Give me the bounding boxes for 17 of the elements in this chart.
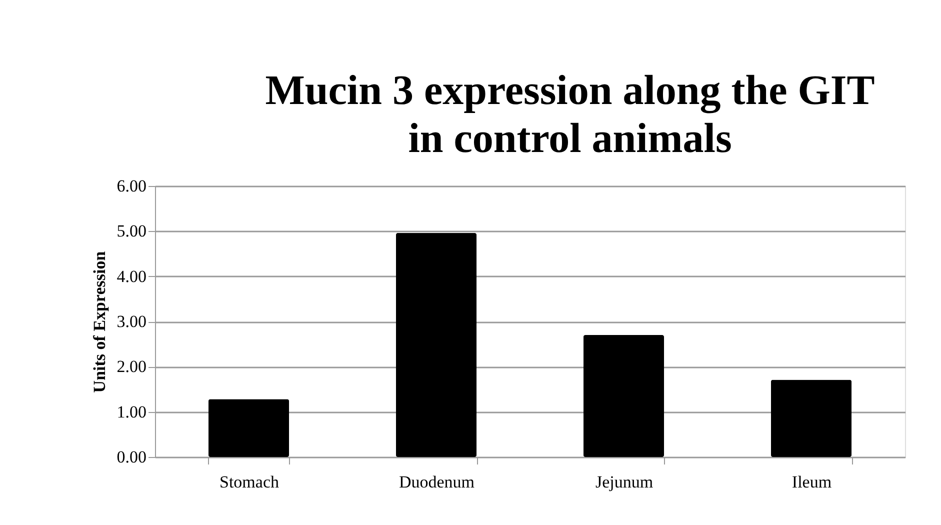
chart-title: Mucin 3 expression along the GIT in control animals	[265, 68, 875, 162]
y-axis-title: Units of Expression	[90, 250, 109, 393]
bar	[770, 380, 852, 457]
y-tick-label: 5.00	[116, 222, 146, 241]
bar	[396, 232, 477, 457]
y-tick-label: 1.00	[116, 402, 146, 422]
x-tick-label: Duodenum	[398, 472, 475, 492]
y-tick-label: 0.00	[116, 448, 146, 466]
y-tick-label: 3.00	[116, 312, 146, 331]
bar	[583, 335, 664, 457]
x-tick-label: Ileum	[792, 472, 832, 492]
x-tick-label: Jejunum	[595, 472, 654, 492]
y-tick-label: 2.00	[116, 357, 146, 376]
bar	[208, 399, 290, 457]
y-tick-label: 4.00	[116, 266, 146, 286]
x-tick-label: Stomach	[220, 472, 280, 492]
y-tick-label: 6.00	[116, 176, 146, 196]
